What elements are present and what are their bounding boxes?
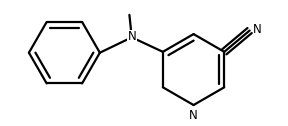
Text: N: N — [128, 30, 137, 43]
Text: N: N — [253, 23, 261, 36]
Text: N: N — [189, 109, 198, 122]
